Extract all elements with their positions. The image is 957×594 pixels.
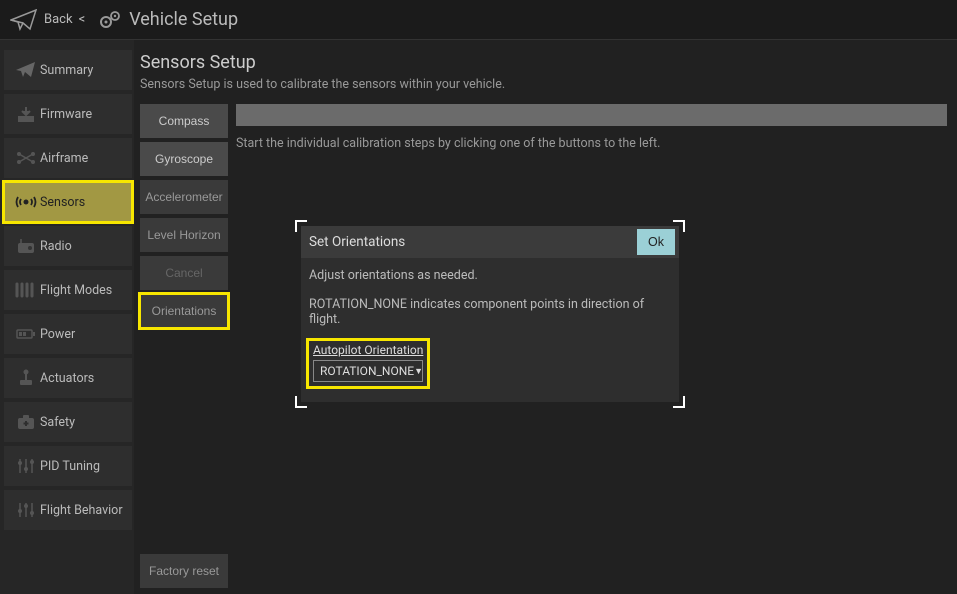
sliders-icon bbox=[12, 457, 40, 475]
crop-corner-icon bbox=[673, 220, 685, 232]
sidebar-item-label: Firmware bbox=[40, 107, 92, 122]
page-header-title: Vehicle Setup bbox=[129, 9, 238, 30]
sidebar-item-label: Sensors bbox=[40, 195, 85, 210]
compass-button[interactable]: Compass bbox=[140, 104, 228, 138]
joystick-icon bbox=[12, 369, 40, 387]
sidebar-item-firmware[interactable]: Firmware bbox=[4, 94, 132, 134]
sidebar-item-label: Airframe bbox=[40, 151, 88, 166]
orientations-button[interactable]: Orientations bbox=[140, 294, 228, 328]
crop-corner-icon bbox=[295, 396, 307, 408]
progress-bar bbox=[236, 104, 947, 126]
sidebar: Summary Firmware Airframe Sensors Radio bbox=[0, 40, 134, 594]
sidebar-item-label: Power bbox=[40, 327, 75, 342]
sidebar-item-radio[interactable]: Radio bbox=[4, 226, 132, 266]
sidebar-item-label: Radio bbox=[40, 239, 72, 254]
sidebar-item-label: Flight Modes bbox=[40, 283, 112, 298]
select-value: ROTATION_NONE bbox=[320, 364, 414, 378]
sidebar-item-safety[interactable]: Safety bbox=[4, 402, 132, 442]
ok-button[interactable]: Ok bbox=[637, 229, 675, 255]
cancel-button: Cancel bbox=[140, 256, 228, 290]
radar-icon bbox=[12, 193, 40, 211]
drone-icon bbox=[12, 150, 40, 166]
back-separator: < bbox=[79, 12, 86, 27]
sidebar-item-summary[interactable]: Summary bbox=[4, 50, 132, 90]
factory-reset-button[interactable]: Factory reset bbox=[140, 554, 228, 588]
chevron-down-icon: ▼ bbox=[414, 366, 423, 377]
sidebar-item-label: Flight Behavior bbox=[40, 503, 123, 518]
sidebar-item-power[interactable]: Power bbox=[4, 314, 132, 354]
download-icon bbox=[12, 105, 40, 123]
back-button[interactable]: Back bbox=[44, 12, 73, 27]
sidebar-item-flight-behavior[interactable]: Flight Behavior bbox=[4, 490, 132, 530]
gears-icon bbox=[97, 9, 123, 31]
paper-plane-icon bbox=[12, 61, 40, 79]
crop-corner-icon bbox=[295, 220, 307, 232]
sidebar-item-label: Safety bbox=[40, 415, 75, 430]
orientations-dialog: Set Orientations Ok Adjust orientations … bbox=[295, 220, 685, 408]
radio-icon bbox=[12, 237, 40, 255]
sidebar-item-actuators[interactable]: Actuators bbox=[4, 358, 132, 398]
instruction-text: Start the individual calibration steps b… bbox=[236, 136, 947, 151]
level-horizon-button[interactable]: Level Horizon bbox=[140, 218, 228, 252]
sliders-icon bbox=[12, 501, 40, 519]
dialog-title: Set Orientations bbox=[309, 234, 405, 250]
autopilot-orientation-field: Autopilot Orientation ROTATION_NONE ▼ bbox=[309, 341, 427, 386]
gyroscope-button[interactable]: Gyroscope bbox=[140, 142, 228, 176]
accelerometer-button[interactable]: Accelerometer bbox=[140, 180, 228, 214]
autopilot-orientation-select[interactable]: ROTATION_NONE ▼ bbox=[313, 360, 423, 382]
calibration-button-column: Compass Gyroscope Accelerometer Level Ho… bbox=[140, 104, 228, 332]
page-description: Sensors Setup is used to calibrate the s… bbox=[140, 77, 947, 92]
battery-icon bbox=[12, 326, 40, 342]
dialog-text-line1: Adjust orientations as needed. bbox=[309, 268, 671, 283]
field-label: Autopilot Orientation bbox=[313, 343, 423, 357]
waves-icon bbox=[12, 281, 40, 299]
sidebar-item-label: PID Tuning bbox=[40, 459, 100, 474]
sidebar-item-airframe[interactable]: Airframe bbox=[4, 138, 132, 178]
page-title: Sensors Setup bbox=[140, 52, 947, 73]
sidebar-item-label: Actuators bbox=[40, 371, 94, 386]
sidebar-item-sensors[interactable]: Sensors bbox=[4, 182, 132, 222]
paper-plane-logo-icon bbox=[10, 9, 38, 31]
sidebar-item-label: Summary bbox=[40, 63, 93, 78]
crop-corner-icon bbox=[673, 396, 685, 408]
medkit-icon bbox=[12, 413, 40, 431]
dialog-text-line2: ROTATION_NONE indicates component points… bbox=[309, 297, 671, 327]
sidebar-item-pid-tuning[interactable]: PID Tuning bbox=[4, 446, 132, 486]
dialog-header: Set Orientations Ok bbox=[301, 226, 679, 258]
sidebar-item-flight-modes[interactable]: Flight Modes bbox=[4, 270, 132, 310]
app-header: Back < Vehicle Setup bbox=[0, 0, 957, 40]
